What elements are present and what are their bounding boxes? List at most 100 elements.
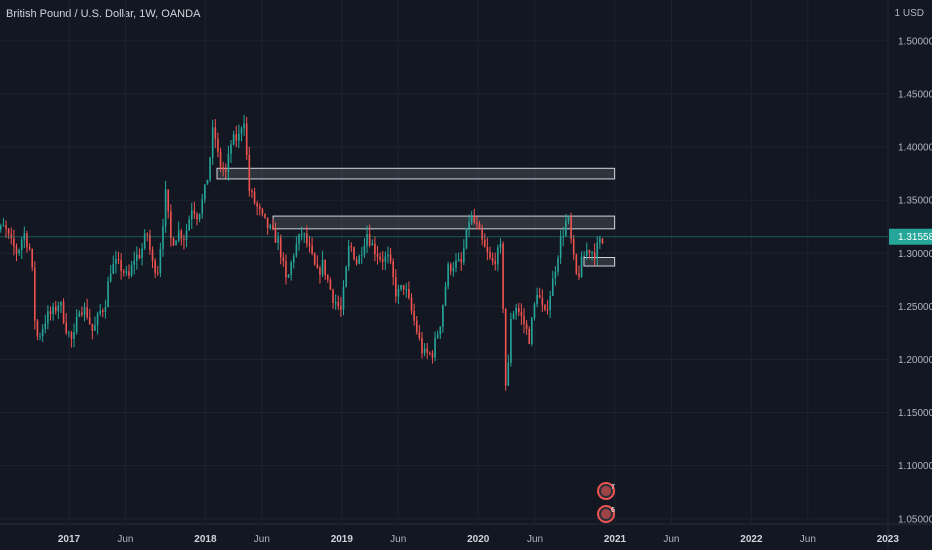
candle — [525, 319, 528, 335]
candle — [204, 183, 206, 204]
candle — [256, 200, 258, 216]
candle — [60, 301, 62, 314]
candle — [340, 296, 342, 317]
candle — [319, 265, 321, 284]
candle — [20, 236, 23, 260]
candle — [15, 243, 18, 262]
currency-label[interactable]: 1 USD — [894, 8, 924, 19]
candle — [429, 351, 431, 356]
candle — [217, 132, 219, 158]
candle — [292, 253, 295, 269]
candle — [175, 239, 177, 246]
candle — [311, 237, 313, 256]
last-price-line-layer: 1.31558 — [0, 228, 932, 245]
candle — [39, 332, 41, 341]
candle — [287, 274, 290, 278]
candle — [533, 302, 536, 321]
candle — [62, 298, 65, 325]
candle — [423, 343, 426, 357]
y-tick-label: 1.45000 — [898, 89, 932, 100]
candle — [83, 302, 86, 322]
candle — [13, 229, 15, 256]
candle — [455, 253, 457, 273]
candle — [567, 215, 570, 225]
candle — [86, 298, 88, 320]
candle — [219, 147, 222, 173]
candle — [447, 261, 449, 290]
candle — [468, 214, 470, 238]
candle — [7, 227, 10, 239]
candle — [209, 156, 211, 183]
candle — [551, 270, 554, 297]
candle — [78, 310, 81, 318]
candle — [470, 210, 473, 225]
candle — [146, 232, 149, 242]
candle — [120, 253, 122, 280]
resistance-zone-upper[interactable] — [216, 167, 616, 180]
candle — [180, 228, 183, 246]
candle — [358, 254, 361, 265]
candle — [306, 225, 308, 248]
candle — [162, 218, 164, 257]
candle — [279, 234, 282, 265]
x-tick-label: Jun — [800, 534, 816, 545]
candle — [421, 331, 423, 359]
candle — [99, 303, 102, 317]
candle — [520, 303, 523, 325]
candle — [554, 265, 557, 286]
candle — [483, 233, 486, 248]
candle — [596, 236, 599, 266]
candle — [290, 260, 292, 281]
event-marker-uk[interactable]: 7 — [597, 482, 616, 500]
x-tick-label: 2022 — [740, 534, 763, 545]
candle — [94, 316, 96, 331]
candle — [499, 238, 502, 254]
candle — [28, 243, 31, 251]
candle — [272, 218, 274, 231]
event-marker-us[interactable]: 6 — [597, 505, 616, 523]
event-layer: 76 — [597, 482, 616, 523]
y-tick-label: 1.35000 — [898, 196, 932, 207]
axis-layer: 1.50000 1.45000 1.40000 1.35000 1.30000 1.250… — [58, 36, 932, 545]
candle — [274, 222, 277, 243]
candle — [473, 208, 476, 225]
candle — [196, 212, 198, 226]
candle — [10, 227, 13, 245]
y-tick-label: 1.30000 — [898, 249, 932, 260]
candle — [572, 234, 575, 260]
candle — [350, 242, 353, 252]
candle — [536, 287, 538, 308]
candle — [486, 237, 489, 261]
candle — [342, 280, 345, 316]
x-tick-label: Jun — [254, 534, 270, 545]
candle — [96, 311, 99, 335]
candle — [143, 229, 146, 251]
candle — [321, 250, 324, 278]
candle — [190, 202, 193, 229]
candle — [478, 220, 481, 230]
candle — [599, 235, 601, 250]
candle — [183, 234, 185, 250]
candle — [253, 187, 256, 205]
x-tick-label: 2019 — [331, 534, 354, 545]
candle — [81, 306, 83, 317]
x-tick-label: 2021 — [604, 534, 627, 545]
candle — [52, 302, 54, 321]
candle — [504, 308, 507, 391]
candle — [300, 226, 303, 241]
candle — [434, 331, 436, 362]
event-count: 7 — [611, 484, 615, 491]
candle — [408, 281, 410, 300]
candle — [308, 235, 311, 253]
last-price-tag — [889, 228, 932, 245]
candle — [531, 316, 533, 347]
candle — [141, 242, 143, 266]
candle — [497, 244, 499, 272]
candle — [426, 343, 429, 359]
candle — [389, 247, 392, 265]
support-zone-lower[interactable] — [583, 257, 616, 267]
candle — [415, 315, 418, 335]
candle — [26, 230, 28, 253]
candle — [258, 203, 261, 216]
